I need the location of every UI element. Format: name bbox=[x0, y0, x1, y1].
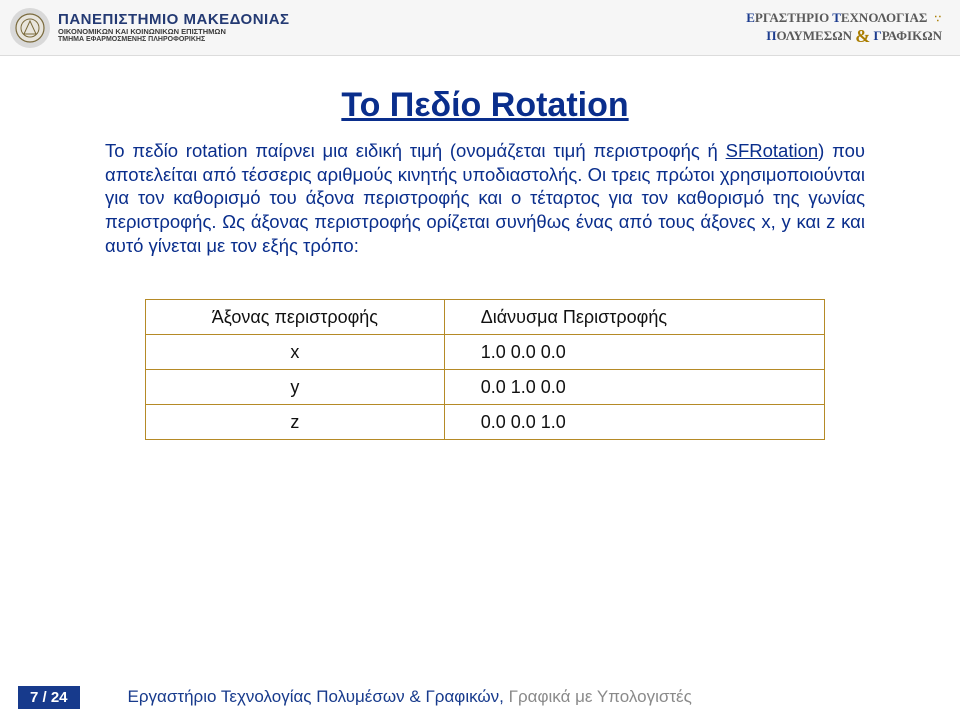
lab-line2: ΠΟΛΥΜΕΣΩΝ & ΓΡΑΦΙΚΩΝ bbox=[746, 25, 942, 44]
table-row-vector: 0.0 1.0 0.0 bbox=[444, 370, 824, 405]
university-seal-icon bbox=[10, 8, 50, 48]
table-row-vector: 0.0 0.0 1.0 bbox=[444, 405, 824, 440]
header: ΠΑΝΕΠΙΣΤΗΜΙΟ ΜΑΚΕΔΟΝΙΑΣ ΟΙΚΟΝΟΜΙΚΩΝ ΚΑΙ … bbox=[0, 0, 960, 56]
table-row: z0.0 0.0 1.0 bbox=[146, 405, 825, 440]
table-header-left: Άξονας περιστροφής bbox=[146, 300, 445, 335]
table-row-axis: y bbox=[146, 370, 445, 405]
rotation-table: Άξονας περιστροφήςΔιάνυσμα Περιστροφήςx1… bbox=[145, 299, 825, 440]
department-name: ΤΜΗΜΑ ΕΦΑΡΜΟΣΜΕΝΗΣ ΠΛΗΡΟΦΟΡΙΚΗΣ bbox=[58, 36, 290, 43]
lab-logo: ΕΡΓΑΣΤΗΡΙΟ ΤΕΧΝΟΛΟΓΙΑΣ ∵ ΠΟΛΥΜΕΣΩΝ & ΓΡΑ… bbox=[746, 11, 942, 44]
lab-line1: ΕΡΓΑΣΤΗΡΙΟ ΤΕΧΝΟΛΟΓΙΑΣ ∵ bbox=[746, 11, 942, 26]
page-number: 7 / 24 bbox=[18, 686, 80, 709]
dots-icon: ∵ bbox=[935, 14, 942, 25]
university-text: ΠΑΝΕΠΙΣΤΗΜΙΟ ΜΑΚΕΔΟΝΙΑΣ ΟΙΚΟΝΟΜΙΚΩΝ ΚΑΙ … bbox=[58, 12, 290, 43]
ampersand-icon: & bbox=[855, 27, 870, 46]
footer-text: Εργαστήριο Τεχνολογίας Πολυμέσων & Γραφι… bbox=[128, 687, 692, 707]
content: Το Πεδίο Rotation Το πεδίο rotation παίρ… bbox=[0, 56, 960, 680]
table-row-axis: x bbox=[146, 335, 445, 370]
university-sub: ΟΙΚΟΝΟΜΙΚΩΝ ΚΑΙ ΚΟΙΝΩΝΙΚΩΝ ΕΠΙΣΤΗΜΩΝ bbox=[58, 28, 290, 36]
table-header-right: Διάνυσμα Περιστροφής bbox=[444, 300, 824, 335]
body-paragraph: Το πεδίο rotation παίρνει μια ειδική τιμ… bbox=[105, 139, 865, 257]
slide-title: Το Πεδίο Rotation bbox=[105, 86, 865, 125]
sfrotation-link: SFRotation bbox=[726, 140, 819, 161]
table-row: Άξονας περιστροφήςΔιάνυσμα Περιστροφής bbox=[146, 300, 825, 335]
header-right: ΕΡΓΑΣΤΗΡΙΟ ΤΕΧΝΟΛΟΓΙΑΣ ∵ ΠΟΛΥΜΕΣΩΝ & ΓΡΑ… bbox=[620, 0, 960, 55]
header-left: ΠΑΝΕΠΙΣΤΗΜΙΟ ΜΑΚΕΔΟΝΙΑΣ ΟΙΚΟΝΟΜΙΚΩΝ ΚΑΙ … bbox=[0, 0, 620, 55]
table-row-vector: 1.0 0.0 0.0 bbox=[444, 335, 824, 370]
table-row-axis: z bbox=[146, 405, 445, 440]
table-row: x1.0 0.0 0.0 bbox=[146, 335, 825, 370]
university-name: ΠΑΝΕΠΙΣΤΗΜΙΟ ΜΑΚΕΔΟΝΙΑΣ bbox=[58, 12, 290, 28]
table-row: y0.0 1.0 0.0 bbox=[146, 370, 825, 405]
footer: 7 / 24 Εργαστήριο Τεχνολογίας Πολυμέσων … bbox=[0, 680, 960, 720]
